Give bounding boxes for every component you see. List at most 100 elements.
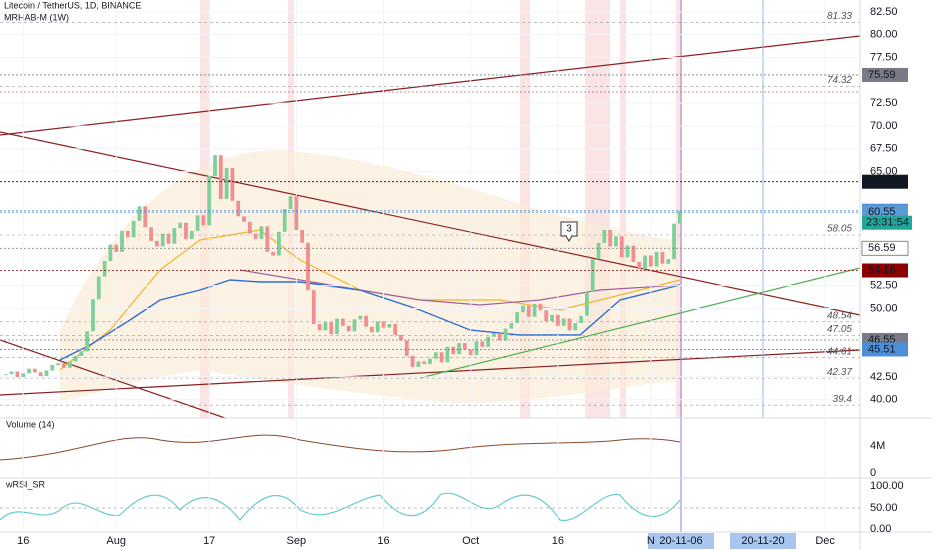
y-tick-label: 67.50	[870, 143, 898, 155]
candle	[422, 361, 427, 365]
y-tick-label: 40.00	[870, 394, 898, 406]
candle	[160, 233, 165, 247]
candle	[50, 365, 55, 371]
candle	[521, 305, 525, 313]
candle	[468, 349, 473, 356]
level-label: 48.54	[827, 310, 852, 321]
candle	[131, 220, 136, 238]
candle	[439, 352, 444, 363]
level-label: 47.05	[827, 324, 852, 335]
price-label-bg	[862, 342, 908, 357]
candle	[143, 206, 148, 228]
candle	[509, 323, 514, 329]
candle	[457, 343, 461, 355]
price-label: 56.59	[868, 242, 896, 254]
candle	[666, 259, 671, 264]
candle	[265, 226, 270, 252]
date-label-bg	[730, 533, 796, 549]
candle	[15, 371, 20, 377]
x-tick-label: 16	[552, 535, 564, 547]
candle	[288, 196, 293, 209]
y-tick-label: 77.50	[870, 51, 898, 63]
candle	[346, 325, 351, 332]
candle	[73, 355, 78, 362]
candle	[91, 299, 95, 332]
candle	[625, 245, 630, 258]
candle	[492, 333, 496, 337]
candle	[155, 240, 159, 247]
candle	[585, 292, 589, 316]
candle	[474, 341, 479, 356]
candle	[602, 229, 607, 243]
candle	[102, 261, 107, 277]
price-label: 60.55	[868, 206, 896, 218]
y-tick-label: 50.00	[870, 302, 898, 314]
volume-tick: 4M	[870, 440, 885, 452]
level-label: 42.37	[827, 367, 852, 378]
candle	[329, 322, 334, 335]
x-tick-label: 16	[17, 535, 29, 547]
candle	[619, 236, 624, 258]
candle	[137, 206, 142, 221]
candle	[166, 233, 171, 244]
candle	[399, 334, 403, 341]
candle	[67, 361, 72, 368]
candle	[44, 370, 49, 377]
price-label-bg	[861, 240, 909, 256]
candle	[271, 251, 275, 256]
candle	[526, 305, 531, 317]
candle	[213, 155, 217, 177]
price-label-bg	[862, 205, 908, 220]
candle	[149, 227, 153, 241]
y-tick-label: 52.50	[870, 280, 898, 292]
candle	[218, 155, 223, 199]
candle	[317, 323, 322, 331]
candle	[294, 196, 299, 230]
candle	[300, 229, 305, 243]
candle	[352, 319, 357, 332]
x-tick-label: 16	[377, 535, 389, 547]
date-label-bg	[648, 533, 714, 549]
level-label: 74.32	[827, 75, 852, 86]
candle	[486, 336, 490, 347]
level-label: 44.61	[827, 346, 852, 357]
price-label-bg	[862, 263, 908, 278]
rsi-tick: 100.00	[870, 480, 904, 492]
candle	[277, 231, 281, 256]
x-tick-label: Sep	[287, 535, 307, 547]
candle	[178, 222, 183, 229]
candle	[387, 323, 392, 328]
candle	[550, 314, 554, 322]
candle	[9, 371, 14, 375]
date-label: 20-11-06	[659, 535, 702, 547]
candle	[189, 230, 194, 240]
candle	[62, 363, 66, 368]
candle	[3, 374, 8, 376]
candle	[608, 229, 613, 247]
candle	[579, 315, 583, 324]
candle	[201, 215, 206, 226]
candle	[643, 255, 647, 270]
rsi-title: wRSI_SR	[5, 479, 46, 489]
chart-subtitle: MRHAB-M (1W)	[4, 12, 69, 22]
candle	[672, 223, 676, 260]
candle	[677, 210, 682, 224]
y-tick-label: 72.50	[870, 97, 898, 109]
candle	[573, 323, 578, 331]
x-tick-label: 17	[203, 535, 215, 547]
candle	[648, 255, 653, 267]
candle	[544, 310, 549, 322]
candle	[358, 315, 363, 320]
date-label: 20-11-20	[741, 535, 784, 547]
marker-bg	[560, 221, 578, 242]
candle	[480, 341, 485, 347]
candle	[85, 331, 90, 352]
rsi-tick: 0.00	[870, 523, 891, 535]
candle	[27, 368, 31, 374]
candle	[195, 215, 200, 231]
candle	[96, 276, 101, 300]
rsi-tick: 50.00	[870, 502, 898, 514]
x-tick-label: Oct	[462, 535, 479, 547]
level-label: 81.33	[827, 11, 852, 22]
price-label-bg	[862, 174, 908, 189]
